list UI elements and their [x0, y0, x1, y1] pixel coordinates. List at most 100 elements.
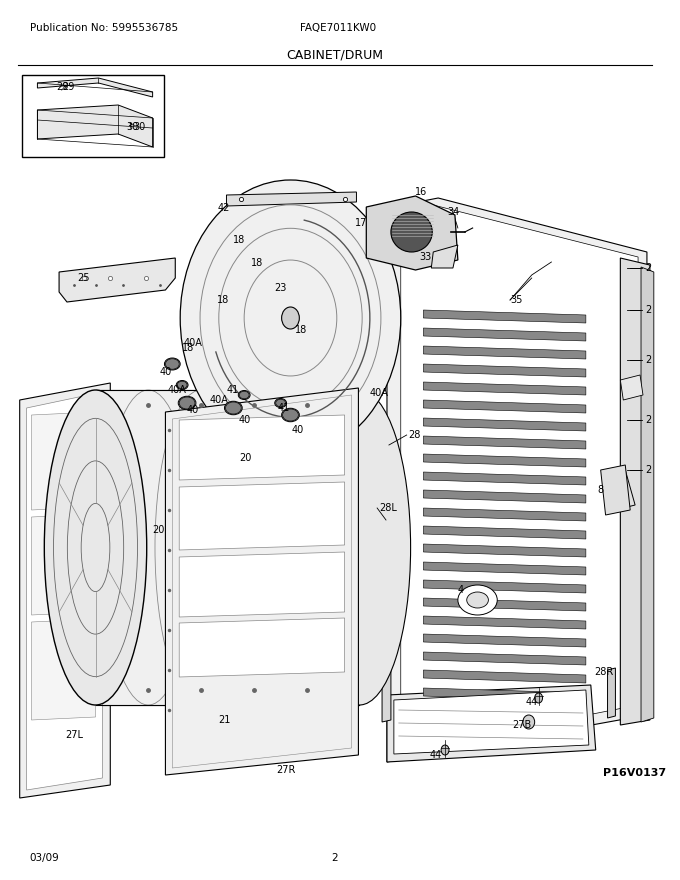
- Text: 28: 28: [409, 430, 421, 440]
- Text: 28R: 28R: [594, 667, 613, 677]
- Text: 41: 41: [277, 403, 290, 413]
- Polygon shape: [424, 418, 586, 431]
- Ellipse shape: [224, 401, 242, 414]
- Polygon shape: [424, 580, 586, 593]
- Ellipse shape: [180, 180, 401, 456]
- Text: 4: 4: [458, 585, 464, 595]
- Ellipse shape: [165, 359, 180, 370]
- Polygon shape: [424, 454, 586, 467]
- Polygon shape: [606, 470, 635, 510]
- Ellipse shape: [391, 212, 432, 252]
- Ellipse shape: [534, 693, 543, 703]
- Text: 44: 44: [526, 697, 538, 707]
- Ellipse shape: [523, 715, 534, 729]
- Polygon shape: [367, 196, 458, 270]
- Polygon shape: [424, 652, 586, 665]
- Polygon shape: [424, 598, 586, 611]
- Text: 2: 2: [645, 465, 651, 475]
- Text: 18: 18: [217, 295, 229, 305]
- Ellipse shape: [178, 396, 196, 410]
- Text: 35: 35: [510, 295, 522, 305]
- Text: 33: 33: [420, 252, 432, 262]
- Text: 34: 34: [447, 207, 459, 217]
- Ellipse shape: [239, 392, 249, 399]
- Text: 40A: 40A: [184, 338, 203, 348]
- Ellipse shape: [275, 399, 286, 407]
- Polygon shape: [387, 685, 596, 762]
- Polygon shape: [31, 619, 95, 720]
- Text: 27R: 27R: [276, 765, 295, 775]
- Polygon shape: [424, 688, 586, 701]
- Text: 28L: 28L: [379, 503, 397, 513]
- Polygon shape: [424, 634, 586, 647]
- Text: 16: 16: [415, 187, 428, 197]
- Polygon shape: [424, 436, 586, 449]
- Text: 03/09: 03/09: [29, 853, 59, 863]
- Text: 29: 29: [62, 82, 74, 92]
- Text: 29: 29: [56, 82, 68, 92]
- Text: 42: 42: [218, 203, 230, 213]
- Polygon shape: [95, 390, 360, 705]
- Text: 18: 18: [182, 343, 194, 353]
- Ellipse shape: [441, 745, 449, 755]
- Polygon shape: [394, 690, 589, 754]
- Text: 27B: 27B: [512, 720, 532, 730]
- Text: 40: 40: [291, 425, 303, 435]
- Polygon shape: [424, 382, 586, 395]
- Text: 2: 2: [645, 355, 651, 365]
- Polygon shape: [382, 450, 391, 722]
- Polygon shape: [424, 400, 586, 413]
- Text: 23: 23: [275, 283, 287, 293]
- Text: 40: 40: [238, 415, 250, 425]
- Text: 25: 25: [78, 273, 90, 283]
- Text: 20: 20: [152, 525, 165, 535]
- Ellipse shape: [176, 380, 188, 390]
- Polygon shape: [431, 245, 458, 268]
- Text: 44: 44: [429, 750, 441, 760]
- Polygon shape: [424, 364, 586, 377]
- Polygon shape: [424, 346, 586, 359]
- Text: 40A: 40A: [209, 395, 228, 405]
- Ellipse shape: [282, 408, 299, 422]
- Ellipse shape: [180, 397, 195, 409]
- Polygon shape: [180, 618, 345, 677]
- Text: 18: 18: [233, 235, 245, 245]
- Text: 40: 40: [187, 405, 199, 415]
- Text: 18: 18: [295, 325, 307, 335]
- Polygon shape: [620, 375, 643, 400]
- Polygon shape: [641, 267, 654, 722]
- Ellipse shape: [283, 409, 299, 421]
- Polygon shape: [37, 105, 152, 147]
- Polygon shape: [180, 552, 345, 617]
- Text: 18: 18: [251, 258, 263, 268]
- Text: 8: 8: [598, 485, 604, 495]
- Polygon shape: [424, 508, 586, 521]
- Polygon shape: [424, 328, 586, 341]
- Polygon shape: [180, 482, 345, 550]
- Text: 2: 2: [645, 415, 651, 425]
- Ellipse shape: [177, 381, 187, 389]
- Polygon shape: [165, 388, 358, 775]
- Polygon shape: [424, 472, 586, 485]
- Text: 30: 30: [133, 122, 146, 132]
- Text: P16V0137: P16V0137: [602, 768, 666, 778]
- Polygon shape: [424, 670, 586, 683]
- Polygon shape: [600, 465, 630, 515]
- Text: CABINET/DRUM: CABINET/DRUM: [286, 48, 384, 62]
- Text: 2: 2: [645, 305, 651, 315]
- Ellipse shape: [165, 358, 180, 370]
- Polygon shape: [180, 415, 345, 480]
- Polygon shape: [59, 258, 175, 302]
- Text: 20: 20: [239, 453, 252, 463]
- Polygon shape: [424, 490, 586, 503]
- Polygon shape: [31, 514, 95, 615]
- Text: 2: 2: [645, 263, 651, 273]
- Text: Publication No: 5995536785: Publication No: 5995536785: [29, 23, 177, 33]
- Text: 40: 40: [159, 367, 171, 377]
- Ellipse shape: [44, 390, 147, 705]
- Polygon shape: [620, 258, 650, 725]
- Polygon shape: [424, 562, 586, 575]
- Text: 2: 2: [331, 853, 338, 863]
- Polygon shape: [31, 412, 95, 510]
- Polygon shape: [424, 544, 586, 557]
